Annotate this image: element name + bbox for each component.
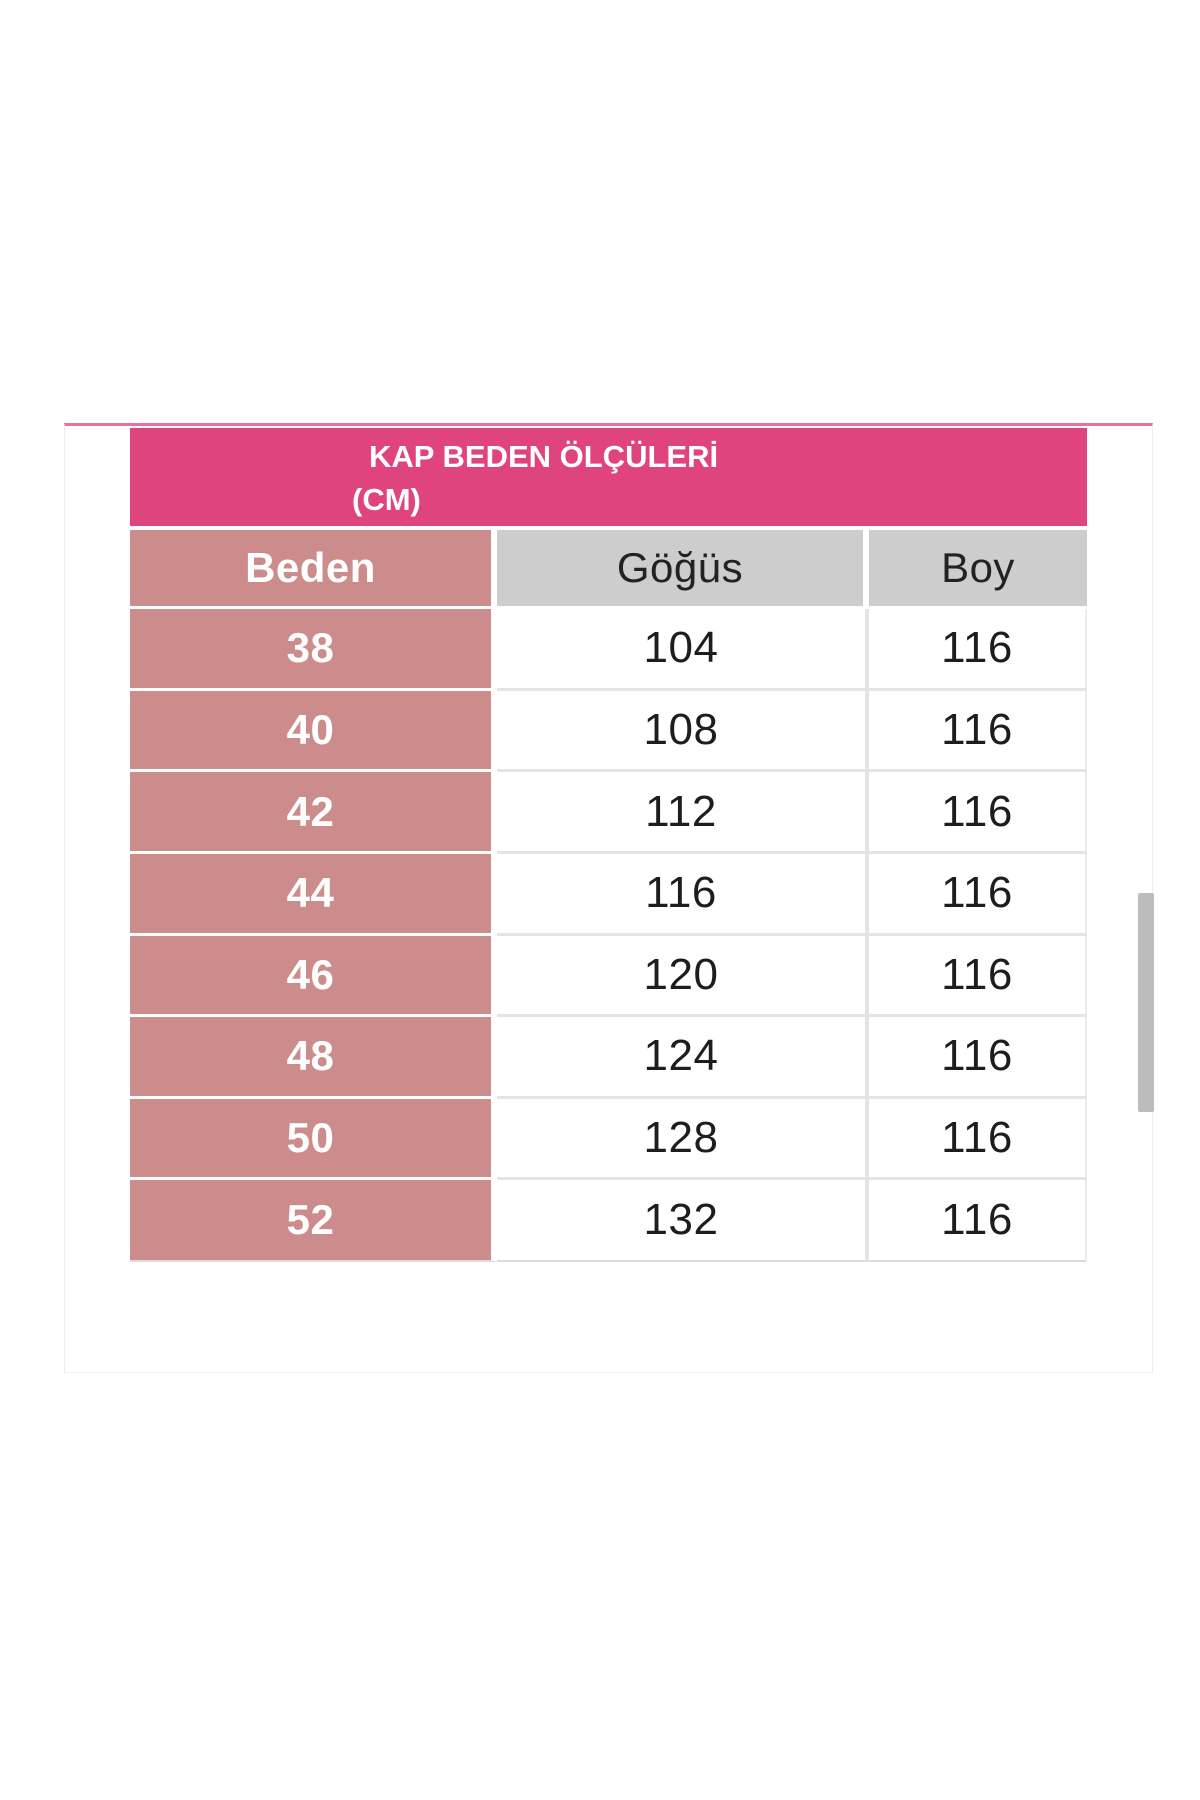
cell-beden: 48 xyxy=(130,1017,497,1099)
size-chart-title: KAP BEDEN ÖLÇÜLERİ (CM) xyxy=(130,428,1087,526)
table-row: 42 112 116 xyxy=(130,772,1087,854)
size-chart-title-line2: (CM) xyxy=(352,482,421,517)
cell-beden: 50 xyxy=(130,1098,497,1181)
size-chart-table: KAP BEDEN ÖLÇÜLERİ (CM) Beden Göğüs Boy … xyxy=(130,428,1087,1262)
cell-gogus: 132 xyxy=(497,1180,869,1262)
column-header-gogus: Göğüs xyxy=(497,530,869,609)
cell-gogus: 124 xyxy=(497,1017,869,1099)
cell-boy: 116 xyxy=(869,690,1087,773)
column-header-beden: Beden xyxy=(130,530,497,609)
table-row: 38 104 116 xyxy=(130,609,1087,691)
cell-gogus: 128 xyxy=(497,1098,869,1181)
size-chart-card: KAP BEDEN ÖLÇÜLERİ (CM) Beden Göğüs Boy … xyxy=(64,423,1153,1373)
cell-boy: 116 xyxy=(869,1180,1087,1262)
cell-boy: 116 xyxy=(869,609,1087,691)
cell-beden: 38 xyxy=(130,609,497,691)
table-row: 48 124 116 xyxy=(130,1017,1087,1099)
table-row: 44 116 116 xyxy=(130,853,1087,936)
cell-beden: 40 xyxy=(130,690,497,773)
cell-boy: 116 xyxy=(869,1017,1087,1099)
table-row: 40 108 116 xyxy=(130,690,1087,773)
cell-gogus: 104 xyxy=(497,609,869,691)
cell-boy: 116 xyxy=(869,935,1087,1018)
table-row: 50 128 116 xyxy=(130,1098,1087,1181)
table-header-row: Beden Göğüs Boy xyxy=(130,530,1087,609)
cell-boy: 116 xyxy=(869,853,1087,936)
table-body: 38 104 116 40 108 116 42 112 116 44 116 116 46 120 116… xyxy=(130,609,1087,1262)
cell-beden: 42 xyxy=(130,772,497,854)
column-header-boy: Boy xyxy=(869,530,1087,609)
cell-beden: 44 xyxy=(130,853,497,936)
cell-beden: 52 xyxy=(130,1180,497,1262)
table-row: 52 132 116 xyxy=(130,1180,1087,1262)
cell-beden: 46 xyxy=(130,935,497,1018)
table-row: 46 120 116 xyxy=(130,935,1087,1018)
scrollbar-thumb[interactable] xyxy=(1138,893,1154,1112)
cell-boy: 116 xyxy=(869,1098,1087,1181)
cell-gogus: 120 xyxy=(497,935,869,1018)
size-chart-title-line1: KAP BEDEN ÖLÇÜLERİ xyxy=(369,439,719,474)
cell-gogus: 116 xyxy=(497,853,869,936)
cell-gogus: 108 xyxy=(497,690,869,773)
cell-boy: 116 xyxy=(869,772,1087,854)
cell-gogus: 112 xyxy=(497,772,869,854)
